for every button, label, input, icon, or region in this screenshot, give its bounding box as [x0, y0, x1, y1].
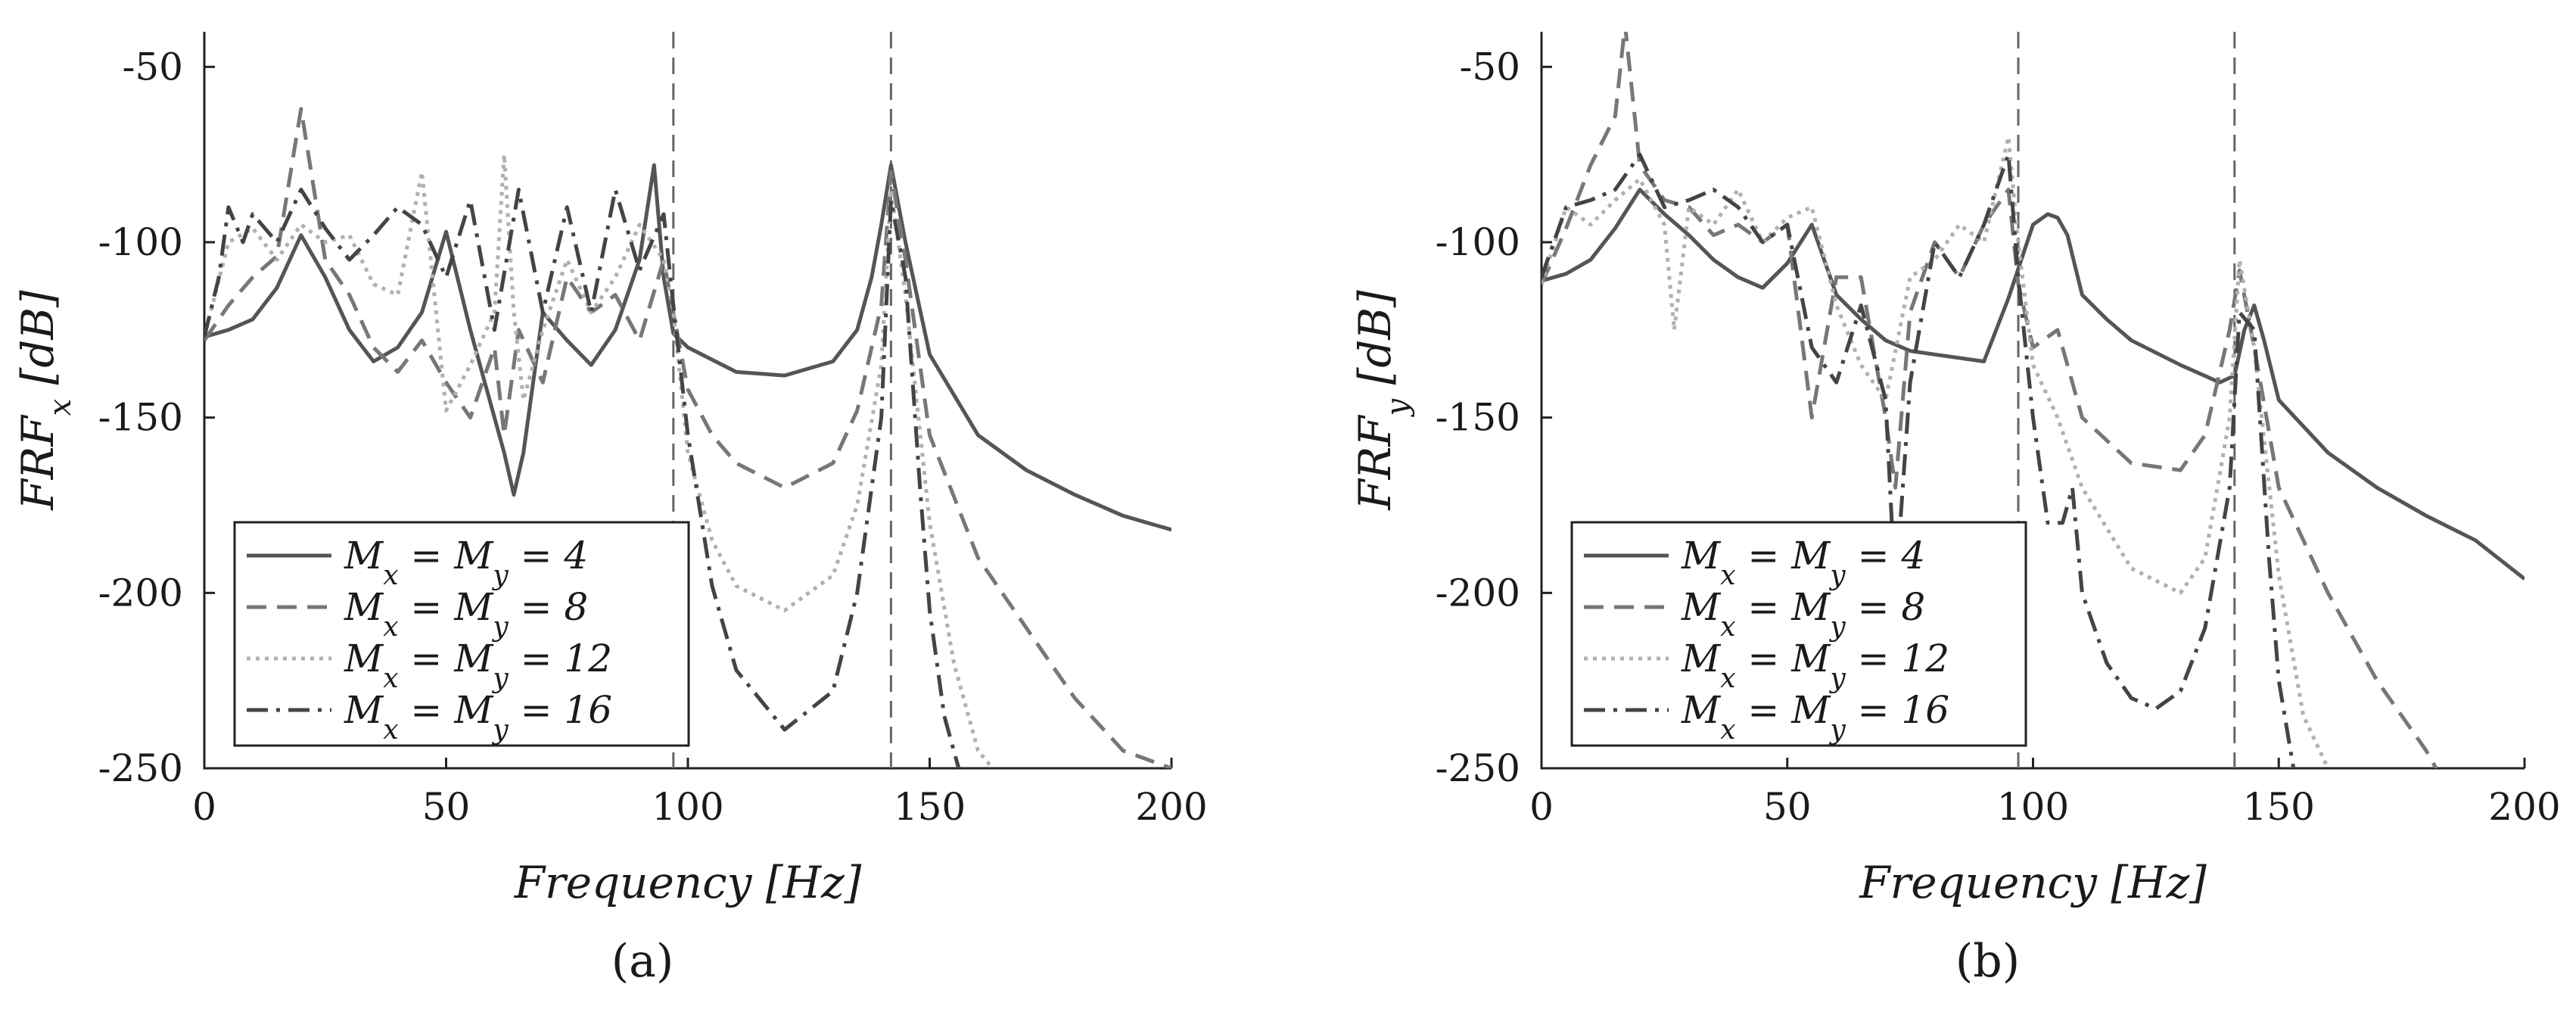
x-tick-label: 50: [1763, 785, 1812, 829]
y-tick-label: -100: [98, 220, 183, 264]
y-tick-label: -150: [1436, 396, 1520, 440]
y-axis-label: FRFx [dB]: [12, 290, 78, 511]
legend-label-4: Mx = My = 16: [344, 688, 612, 746]
y-tick-label: -150: [98, 396, 183, 440]
series-line-3: [204, 152, 994, 768]
x-tick-label: 0: [1529, 785, 1554, 829]
legend-label-2: Mx = My = 8: [344, 585, 588, 643]
y-tick-label: -250: [1436, 746, 1520, 790]
y-axis-label: FRFy [dB]: [1349, 290, 1415, 511]
y-tick-label: -200: [1436, 571, 1520, 615]
y-tick-label: -250: [98, 746, 183, 790]
x-tick-label: 150: [894, 785, 966, 829]
y-tick-label: -200: [98, 571, 183, 615]
x-tick-label: 0: [192, 785, 216, 829]
legend-label-3: Mx = My = 12: [344, 637, 612, 694]
series-line-4: [1542, 152, 2296, 768]
series-line-3: [1542, 135, 2330, 768]
x-tick-label: 50: [422, 785, 471, 829]
series-line-2: [1542, 32, 2438, 768]
chart-panel-a: 0 50 100 150 200 -50 -100 -150 -200 -250 Frequency…: [12, 32, 1208, 988]
x-tick-label: 100: [1997, 785, 2069, 829]
x-tick-label: 200: [2488, 785, 2560, 829]
x-axis-label: Frequency [Hz]: [1859, 857, 2207, 908]
legend-label-3: Mx = My = 12: [1681, 637, 1949, 694]
x-tick-label: 200: [1135, 785, 1207, 829]
legend-box: [1570, 521, 2027, 747]
legend-label-4: Mx = My = 16: [1681, 688, 1949, 746]
panel-label: (a): [611, 935, 674, 988]
chart-panel-b: 0 50 100 150 200 -50 -100 -150 -200 -250 Frequency…: [1349, 32, 2561, 988]
panel-label: (b): [1955, 935, 2020, 988]
series-line-1: [204, 163, 1171, 532]
x-axis-label: Frequency [Hz]: [514, 857, 862, 908]
y-tick-label: -50: [1459, 45, 1520, 89]
y-tick-label: -100: [1436, 220, 1520, 264]
series-line-1: [1542, 188, 2525, 581]
series-line-4: [204, 188, 961, 768]
x-tick-label: 150: [2243, 785, 2315, 829]
legend-label-2: Mx = My = 8: [1681, 585, 1925, 643]
legend-label-1: Mx = My = 4: [344, 534, 588, 591]
y-tick-label: -50: [122, 45, 183, 89]
series-line-2: [204, 107, 1171, 768]
x-tick-label: 100: [652, 785, 723, 829]
legend-box: [233, 521, 690, 747]
legend-label-1: Mx = My = 4: [1681, 534, 1925, 591]
